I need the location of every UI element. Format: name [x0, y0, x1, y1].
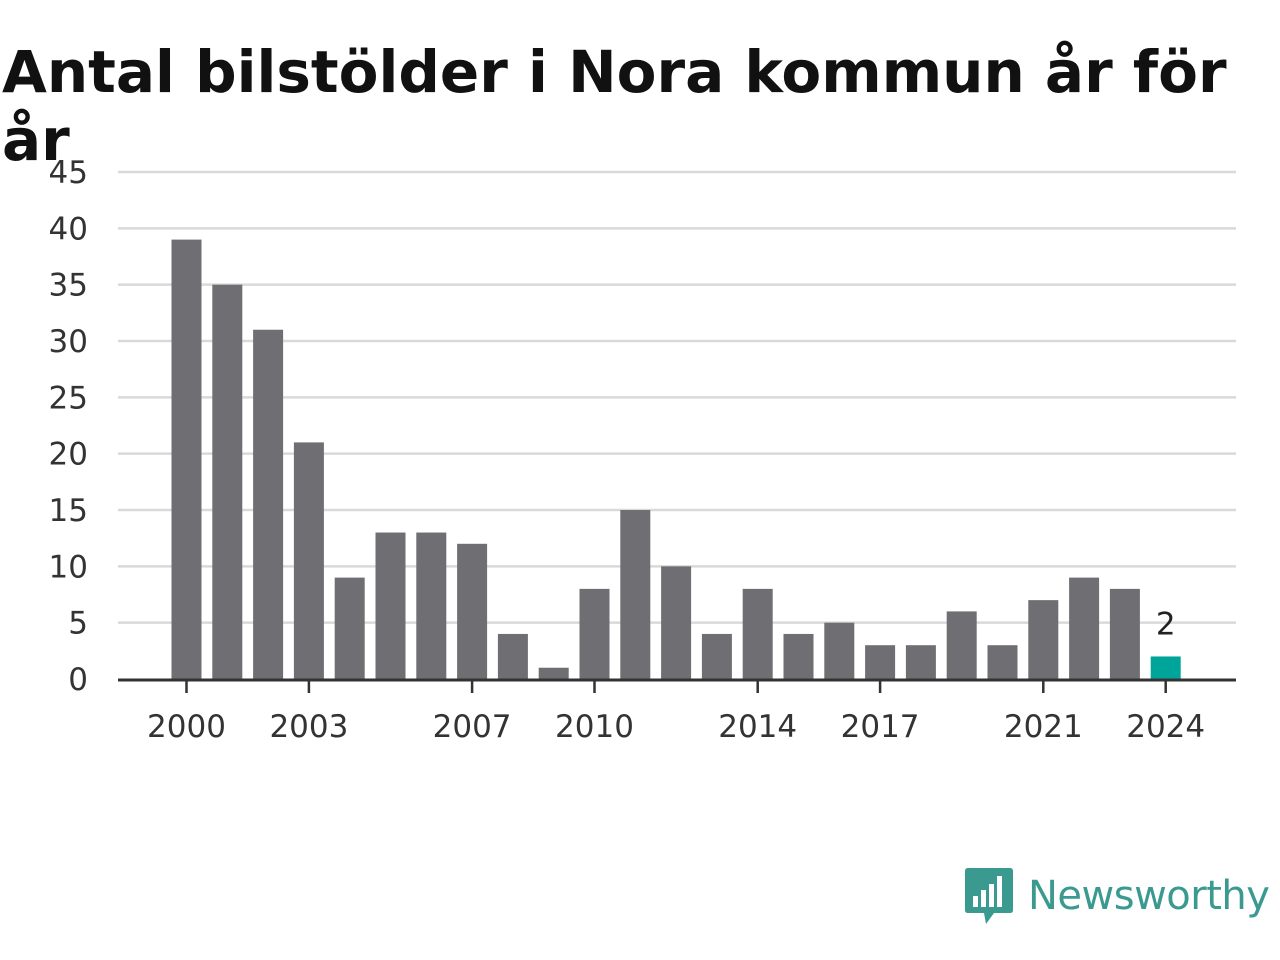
x-tick-label: 2017	[841, 709, 920, 745]
x-tick-label: 2010	[555, 709, 634, 745]
bar	[783, 633, 814, 679]
bar	[1109, 588, 1140, 679]
bar	[212, 284, 243, 679]
bar	[253, 329, 284, 679]
bar	[457, 543, 488, 679]
bar	[1028, 600, 1059, 679]
y-tick-label: 45	[49, 155, 88, 191]
newsworthy-logo: Newsworthy	[964, 866, 1270, 926]
data-label: 2	[1156, 606, 1176, 642]
chart-title: Antal bilstölder i Nora kommun år för år	[2, 38, 1227, 174]
gridlines	[118, 170, 1236, 624]
bar	[620, 510, 651, 679]
y-tick-label: 0	[68, 662, 88, 698]
y-tick-label: 40	[49, 211, 88, 247]
bar	[497, 633, 528, 679]
bar	[824, 622, 855, 679]
y-tick-label: 15	[49, 493, 88, 529]
bar	[865, 645, 896, 679]
x-tick-label: 2003	[269, 709, 348, 745]
bar	[579, 588, 610, 679]
bars	[171, 239, 1181, 679]
data-labels: 2	[1156, 606, 1176, 642]
bar	[1069, 577, 1100, 679]
bar	[701, 633, 732, 679]
y-tick-label: 25	[49, 380, 88, 416]
y-tick-label: 35	[49, 268, 88, 304]
bar	[293, 442, 324, 679]
x-tick-label: 2024	[1126, 709, 1205, 745]
bar	[742, 588, 773, 679]
y-tick-label: 20	[49, 437, 88, 473]
y-tick-label: 10	[49, 549, 88, 585]
newsworthy-logo-icon	[965, 868, 1013, 924]
y-axis-labels: 0 5 10 15 20 25 30 35 40 45	[49, 155, 88, 698]
bar	[661, 566, 692, 679]
x-tick-label: 2014	[718, 709, 797, 745]
y-tick-label: 30	[49, 324, 88, 360]
bar	[334, 577, 365, 679]
x-tick-label: 2000	[147, 709, 226, 745]
x-axis: 2000 2003 2007 2010 2014 2017 2021 2024	[118, 678, 1236, 745]
bar	[946, 611, 977, 679]
bar	[987, 645, 1018, 679]
brand-name: Newsworthy	[1028, 873, 1270, 919]
bar	[375, 532, 406, 679]
x-tick-label: 2021	[1004, 709, 1083, 745]
bar	[538, 667, 569, 679]
y-tick-label: 5	[68, 606, 88, 642]
bar	[171, 239, 202, 679]
bar-highlight	[1150, 656, 1181, 679]
x-tick-label: 2007	[433, 709, 512, 745]
bar	[416, 532, 447, 679]
bar	[905, 645, 936, 679]
